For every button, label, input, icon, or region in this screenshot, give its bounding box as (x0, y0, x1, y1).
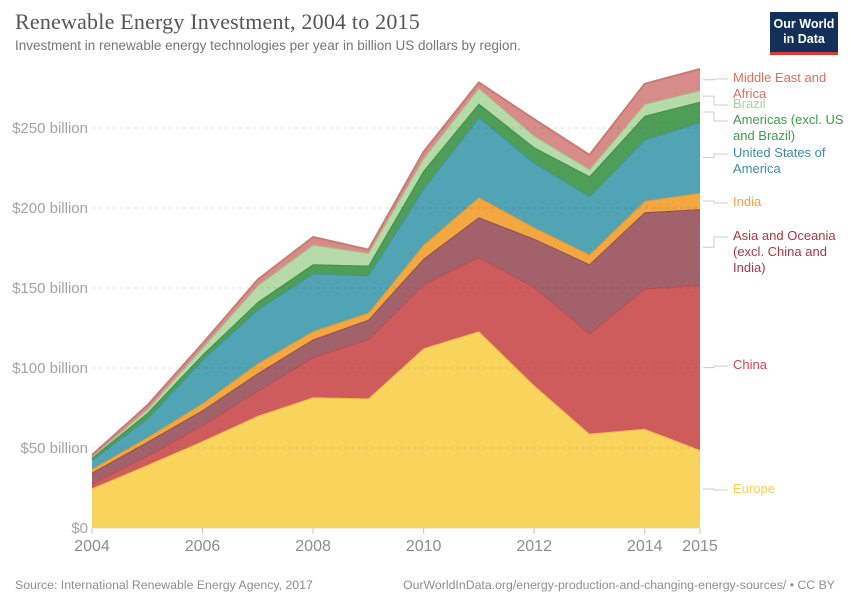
legend-label-line: Brazil (733, 96, 766, 111)
legend-connector-asia-and-oceania-excl-china-and-india (703, 236, 728, 248)
x-axis-label-2014: 2014 (627, 538, 663, 555)
y-axis-label-200: $200 billion (12, 200, 88, 217)
area-china[interactable] (92, 257, 700, 489)
legend-label-line: and Brazil) (733, 128, 796, 143)
legend-label-asia-and-oceania-excl-china-and-india[interactable]: Asia and Oceania (excl. China and India) (733, 228, 850, 276)
legend-label-india[interactable]: India (733, 194, 850, 210)
legend-label-middle-east-and-africa[interactable]: Middle East and Africa (733, 70, 850, 102)
chart-subtitle: Investment in renewable energy technolog… (15, 38, 521, 53)
source-note: Source: International Renewable Energy A… (15, 578, 313, 592)
owid-logo[interactable]: Our World in Data (770, 12, 838, 55)
x-axis-label-2004: 2004 (74, 538, 110, 555)
legend-label-line: America (733, 161, 781, 176)
legend-label-line: Africa (733, 86, 767, 101)
legend-connector-china (703, 365, 728, 369)
y-axis-label-50: $50 billion (20, 440, 88, 457)
x-axis-label-2012: 2012 (516, 538, 552, 555)
legend-label-united-states-of-america[interactable]: United States of America (733, 145, 850, 177)
y-axis-label-250: $250 billion (12, 120, 88, 137)
legend-connector-brazil (703, 95, 728, 106)
legend-label-americas-excl-us-and-brazil[interactable]: Americas (excl. US and Brazil) (733, 112, 850, 144)
area-americas-excl-us-and-brazil[interactable] (92, 101, 700, 461)
legend-label-line: Europe (733, 481, 775, 496)
footer-link[interactable]: OurWorldInData.org/energy-production-and… (403, 578, 835, 592)
x-axis-label-2015: 2015 (682, 538, 718, 555)
owid-logo-line2: in Data (783, 32, 825, 46)
legend-label-line: India (733, 194, 762, 209)
legend-connector-americas-excl-us-and-brazil (703, 111, 728, 122)
legend-connector-united-states-of-america (703, 153, 728, 158)
legend-label-line: Americas (excl. US (733, 112, 844, 127)
legend-label-china[interactable]: China (733, 357, 850, 373)
y-axis-label-100: $100 billion (12, 360, 88, 377)
legend-connector-india (703, 200, 728, 204)
legend-label-line: Asia and Oceania (733, 228, 836, 243)
area-middle-east-and-africa[interactable] (92, 69, 700, 457)
legend-label-brazil[interactable]: Brazil (733, 96, 850, 112)
y-axis-label-0: $0 (71, 520, 88, 537)
owid-logo-line1: Our World (773, 17, 835, 31)
legend-label-line: United States of (733, 145, 826, 160)
area-edge-middle-east-and-africa (91, 68, 701, 456)
legend-label-europe[interactable]: Europe (733, 481, 850, 497)
page-title: Renewable Energy Investment, 2004 to 201… (15, 9, 420, 34)
legend-connector-europe (703, 488, 728, 491)
legend-label-line: India) (733, 260, 766, 275)
y-axis-label-150: $150 billion (12, 280, 88, 297)
x-axis-label-2010: 2010 (406, 538, 442, 555)
legend-label-line: China (733, 357, 767, 372)
legend-label-line: Middle East and (733, 70, 827, 85)
x-axis-label-2006: 2006 (185, 538, 221, 555)
legend-connector-middle-east-and-africa (703, 78, 728, 81)
area-united-states-of-america[interactable] (92, 117, 700, 469)
legend-label-line: (excl. China and (733, 244, 827, 259)
area-europe[interactable] (92, 331, 700, 528)
area-asia-and-oceania-excl-china-and-india[interactable] (92, 209, 700, 484)
x-axis-label-2008: 2008 (295, 538, 331, 555)
